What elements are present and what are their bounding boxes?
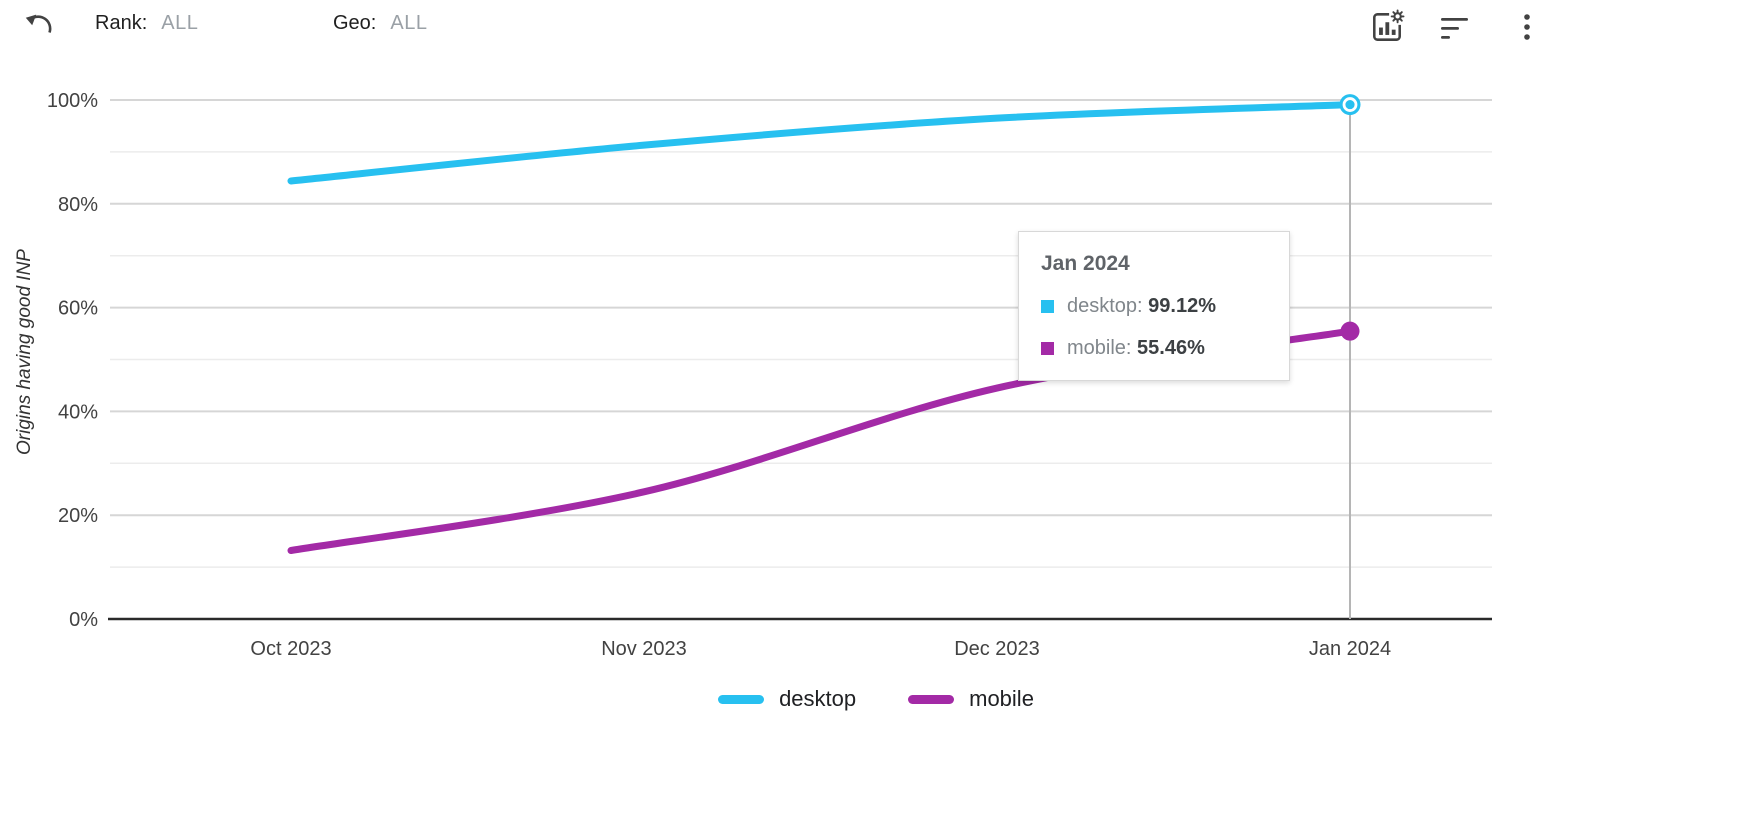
desktop-point-marker <box>1339 94 1361 116</box>
tooltip-mobile-label: mobile: <box>1067 337 1132 359</box>
y-tick-label: 80% <box>58 194 98 216</box>
mobile-legend-label: mobile <box>969 686 1034 711</box>
desktop-point-marker-ring <box>1342 97 1358 112</box>
mobile-series-swatch <box>1041 342 1054 355</box>
desktop-line <box>287 101 1354 185</box>
tooltip-desktop-text: desktop: 99.12% <box>1067 295 1216 318</box>
rank-filter-value: ALL <box>161 12 199 34</box>
filter-sort-icon <box>1441 18 1468 39</box>
x-tick-label: Dec 2023 <box>954 638 1040 660</box>
tooltip-desktop-label: desktop: <box>1067 295 1143 317</box>
tooltip-row-desktop: desktop: 99.12% <box>1041 295 1267 318</box>
undo-icon <box>25 14 52 33</box>
desktop-series-swatch <box>1041 300 1054 313</box>
x-tick-label: Jan 2024 <box>1309 638 1391 660</box>
desktop-legend-label: desktop <box>779 686 857 711</box>
y-tick-label: 0% <box>69 609 98 631</box>
filter-sort-button[interactable] <box>1436 10 1474 48</box>
y-tick-label: 100% <box>47 90 98 112</box>
tooltip-mobile-value: 55.46% <box>1137 337 1205 359</box>
legend-item-desktop: desktop <box>718 686 856 712</box>
more-options-button[interactable] <box>1508 8 1546 46</box>
undo-button[interactable] <box>20 6 58 44</box>
chart-tooltip: Jan 2024 desktop: 99.12% mobile: 55.46% <box>1018 231 1290 381</box>
chart-settings-button[interactable] <box>1368 8 1406 46</box>
rank-filter-control[interactable]: Rank: ALL <box>95 12 198 35</box>
tooltip-title: Jan 2024 <box>1041 252 1130 275</box>
chart-settings-icon <box>1373 9 1405 41</box>
geo-filter-label: Geo: <box>333 12 377 34</box>
x-tick-label: Oct 2023 <box>250 638 331 660</box>
kebab-menu-icon <box>1524 14 1530 40</box>
rank-filter-label: Rank: <box>95 12 148 34</box>
y-tick-label: 20% <box>58 505 98 527</box>
chart-legend: desktop mobile <box>0 686 1752 712</box>
mobile-legend-swatch <box>908 694 955 704</box>
tooltip-mobile-text: mobile: 55.46% <box>1067 337 1205 360</box>
legend-item-mobile: mobile <box>908 686 1034 712</box>
tooltip-desktop-value: 99.12% <box>1148 295 1217 317</box>
y-tick-label: 40% <box>58 401 98 423</box>
x-tick-label: Nov 2023 <box>601 638 687 660</box>
geo-filter-value: ALL <box>390 12 428 34</box>
geo-filter-control[interactable]: Geo: ALL <box>333 12 427 35</box>
y-tick-label: 60% <box>58 298 98 320</box>
tooltip-row-mobile: mobile: 55.46% <box>1041 337 1267 360</box>
mobile-point-marker <box>1340 321 1360 341</box>
desktop-legend-swatch <box>718 694 765 704</box>
